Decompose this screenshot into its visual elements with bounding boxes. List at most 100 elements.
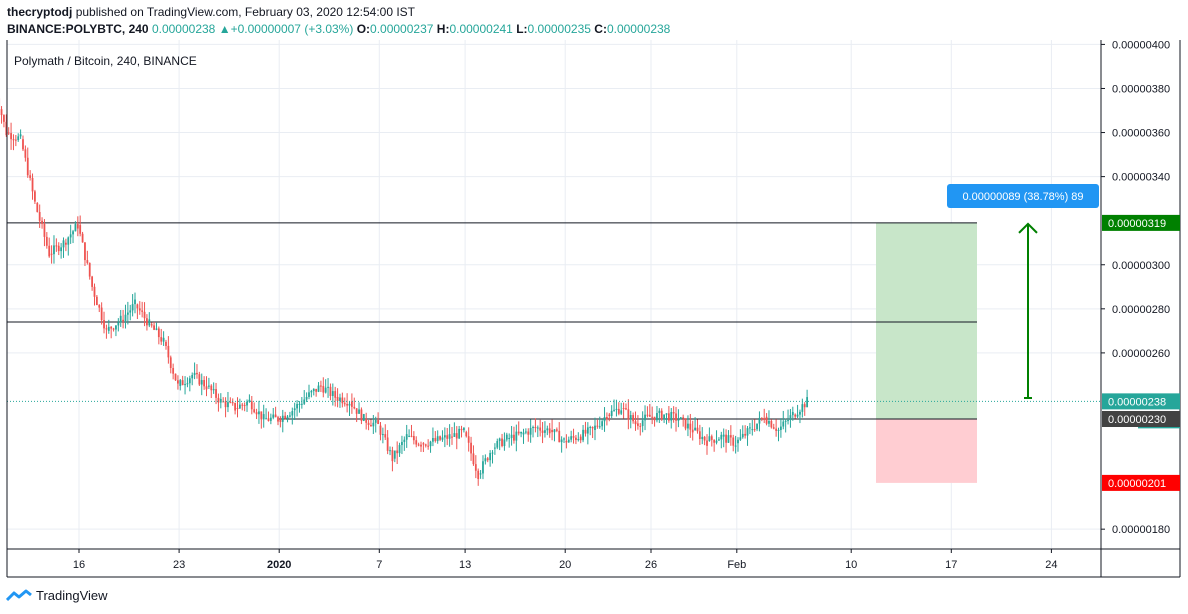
candle-body <box>410 435 413 437</box>
candle-body <box>527 431 530 435</box>
candle-body <box>258 411 260 415</box>
candle-body <box>622 407 625 409</box>
candle-body <box>305 396 308 400</box>
candle-body <box>265 418 267 420</box>
candle-body <box>62 240 65 248</box>
candle-body <box>227 402 229 408</box>
candle-body <box>81 233 84 243</box>
candle-body <box>734 445 737 447</box>
candle-body <box>753 429 756 431</box>
chart-title: Polymath / Bitcoin, 240, BINANCE <box>14 54 197 68</box>
candle-body <box>770 420 773 428</box>
candle-body <box>88 262 91 277</box>
candle-body <box>758 417 761 424</box>
candle-body <box>436 436 439 442</box>
candle-body <box>627 409 630 420</box>
candle-body <box>131 304 134 311</box>
candle-body <box>74 224 77 232</box>
candle-body <box>625 408 627 410</box>
candle-body <box>79 225 82 234</box>
candle-body <box>150 324 153 326</box>
candle-body <box>360 409 363 421</box>
candle-body <box>558 430 561 443</box>
candle-body <box>379 425 382 435</box>
candle-body <box>312 388 315 392</box>
candle-body <box>594 425 596 431</box>
y-tick-label: 0.00000340 <box>1112 172 1170 184</box>
low-label: L: <box>516 22 528 36</box>
candle-body <box>224 401 227 408</box>
candle-body <box>219 398 222 403</box>
candle-body <box>324 387 327 393</box>
candle-body <box>389 450 391 452</box>
candle-body <box>768 420 770 424</box>
candle-body <box>24 149 27 158</box>
candle-body <box>238 404 241 409</box>
candle-body <box>749 427 751 429</box>
candle-body <box>799 411 801 415</box>
candle-body <box>110 326 113 329</box>
y-tick-label: 0.00000280 <box>1112 304 1170 316</box>
candle-body <box>98 305 101 308</box>
candle-body <box>384 434 387 438</box>
candle-body <box>732 437 735 446</box>
candle-body <box>415 440 418 445</box>
candle-body <box>772 427 775 429</box>
candle-body <box>100 307 103 321</box>
candle-body <box>50 253 53 255</box>
candle-body <box>291 411 294 416</box>
candle-body <box>467 436 470 443</box>
published-text: published on TradingView.com, February 0… <box>75 5 416 19</box>
candle-body <box>794 414 797 417</box>
candle-body <box>55 245 58 247</box>
candle-body <box>26 157 29 176</box>
last-price: 0.00000238 <box>151 22 216 36</box>
candle-body <box>791 411 794 416</box>
candle-body <box>639 425 642 427</box>
author-name[interactable]: thecryptodj <box>7 5 73 19</box>
candle-body <box>696 427 699 432</box>
candle-body <box>367 422 370 425</box>
candle-body <box>348 403 351 406</box>
candle-body <box>546 428 549 431</box>
candle-body <box>300 403 303 405</box>
candle-body <box>653 416 656 421</box>
candle-body <box>417 444 420 446</box>
change-value: +0.00000007 (+3.03%) <box>230 22 354 36</box>
candle-body <box>374 420 377 423</box>
candle-body <box>19 134 22 137</box>
candle-body <box>343 403 346 405</box>
candle-body <box>267 418 270 421</box>
candle-body <box>10 133 12 140</box>
candle-body <box>534 427 537 429</box>
loss-zone <box>876 418 977 483</box>
candle-body <box>272 414 275 418</box>
candle-body <box>191 375 194 379</box>
candle-body <box>548 428 551 434</box>
candle-body <box>756 423 758 430</box>
candle-body <box>586 427 589 434</box>
candle-body <box>439 436 441 440</box>
candle-body <box>134 299 136 305</box>
last-price-tag-box <box>1102 393 1180 410</box>
candle-body <box>322 385 325 393</box>
candle-body <box>377 420 380 424</box>
candle-body <box>501 438 503 447</box>
publish-info: thecryptodj published on TradingView.com… <box>7 5 415 19</box>
candle-body <box>186 383 189 385</box>
candle-body <box>646 414 649 416</box>
open-label: O: <box>356 22 371 36</box>
candle-body <box>31 177 34 192</box>
candle-body <box>491 452 494 454</box>
candle-body <box>262 414 265 420</box>
candle-body <box>241 404 244 406</box>
candle-body <box>124 314 127 322</box>
candle-body <box>446 435 449 439</box>
candle-body <box>67 237 70 245</box>
candle-body <box>427 445 430 447</box>
x-tick-label: 17 <box>945 559 957 571</box>
tradingview-brand-label[interactable]: TradingView <box>36 588 108 603</box>
candle-body <box>320 385 322 387</box>
candle-body <box>775 428 778 431</box>
